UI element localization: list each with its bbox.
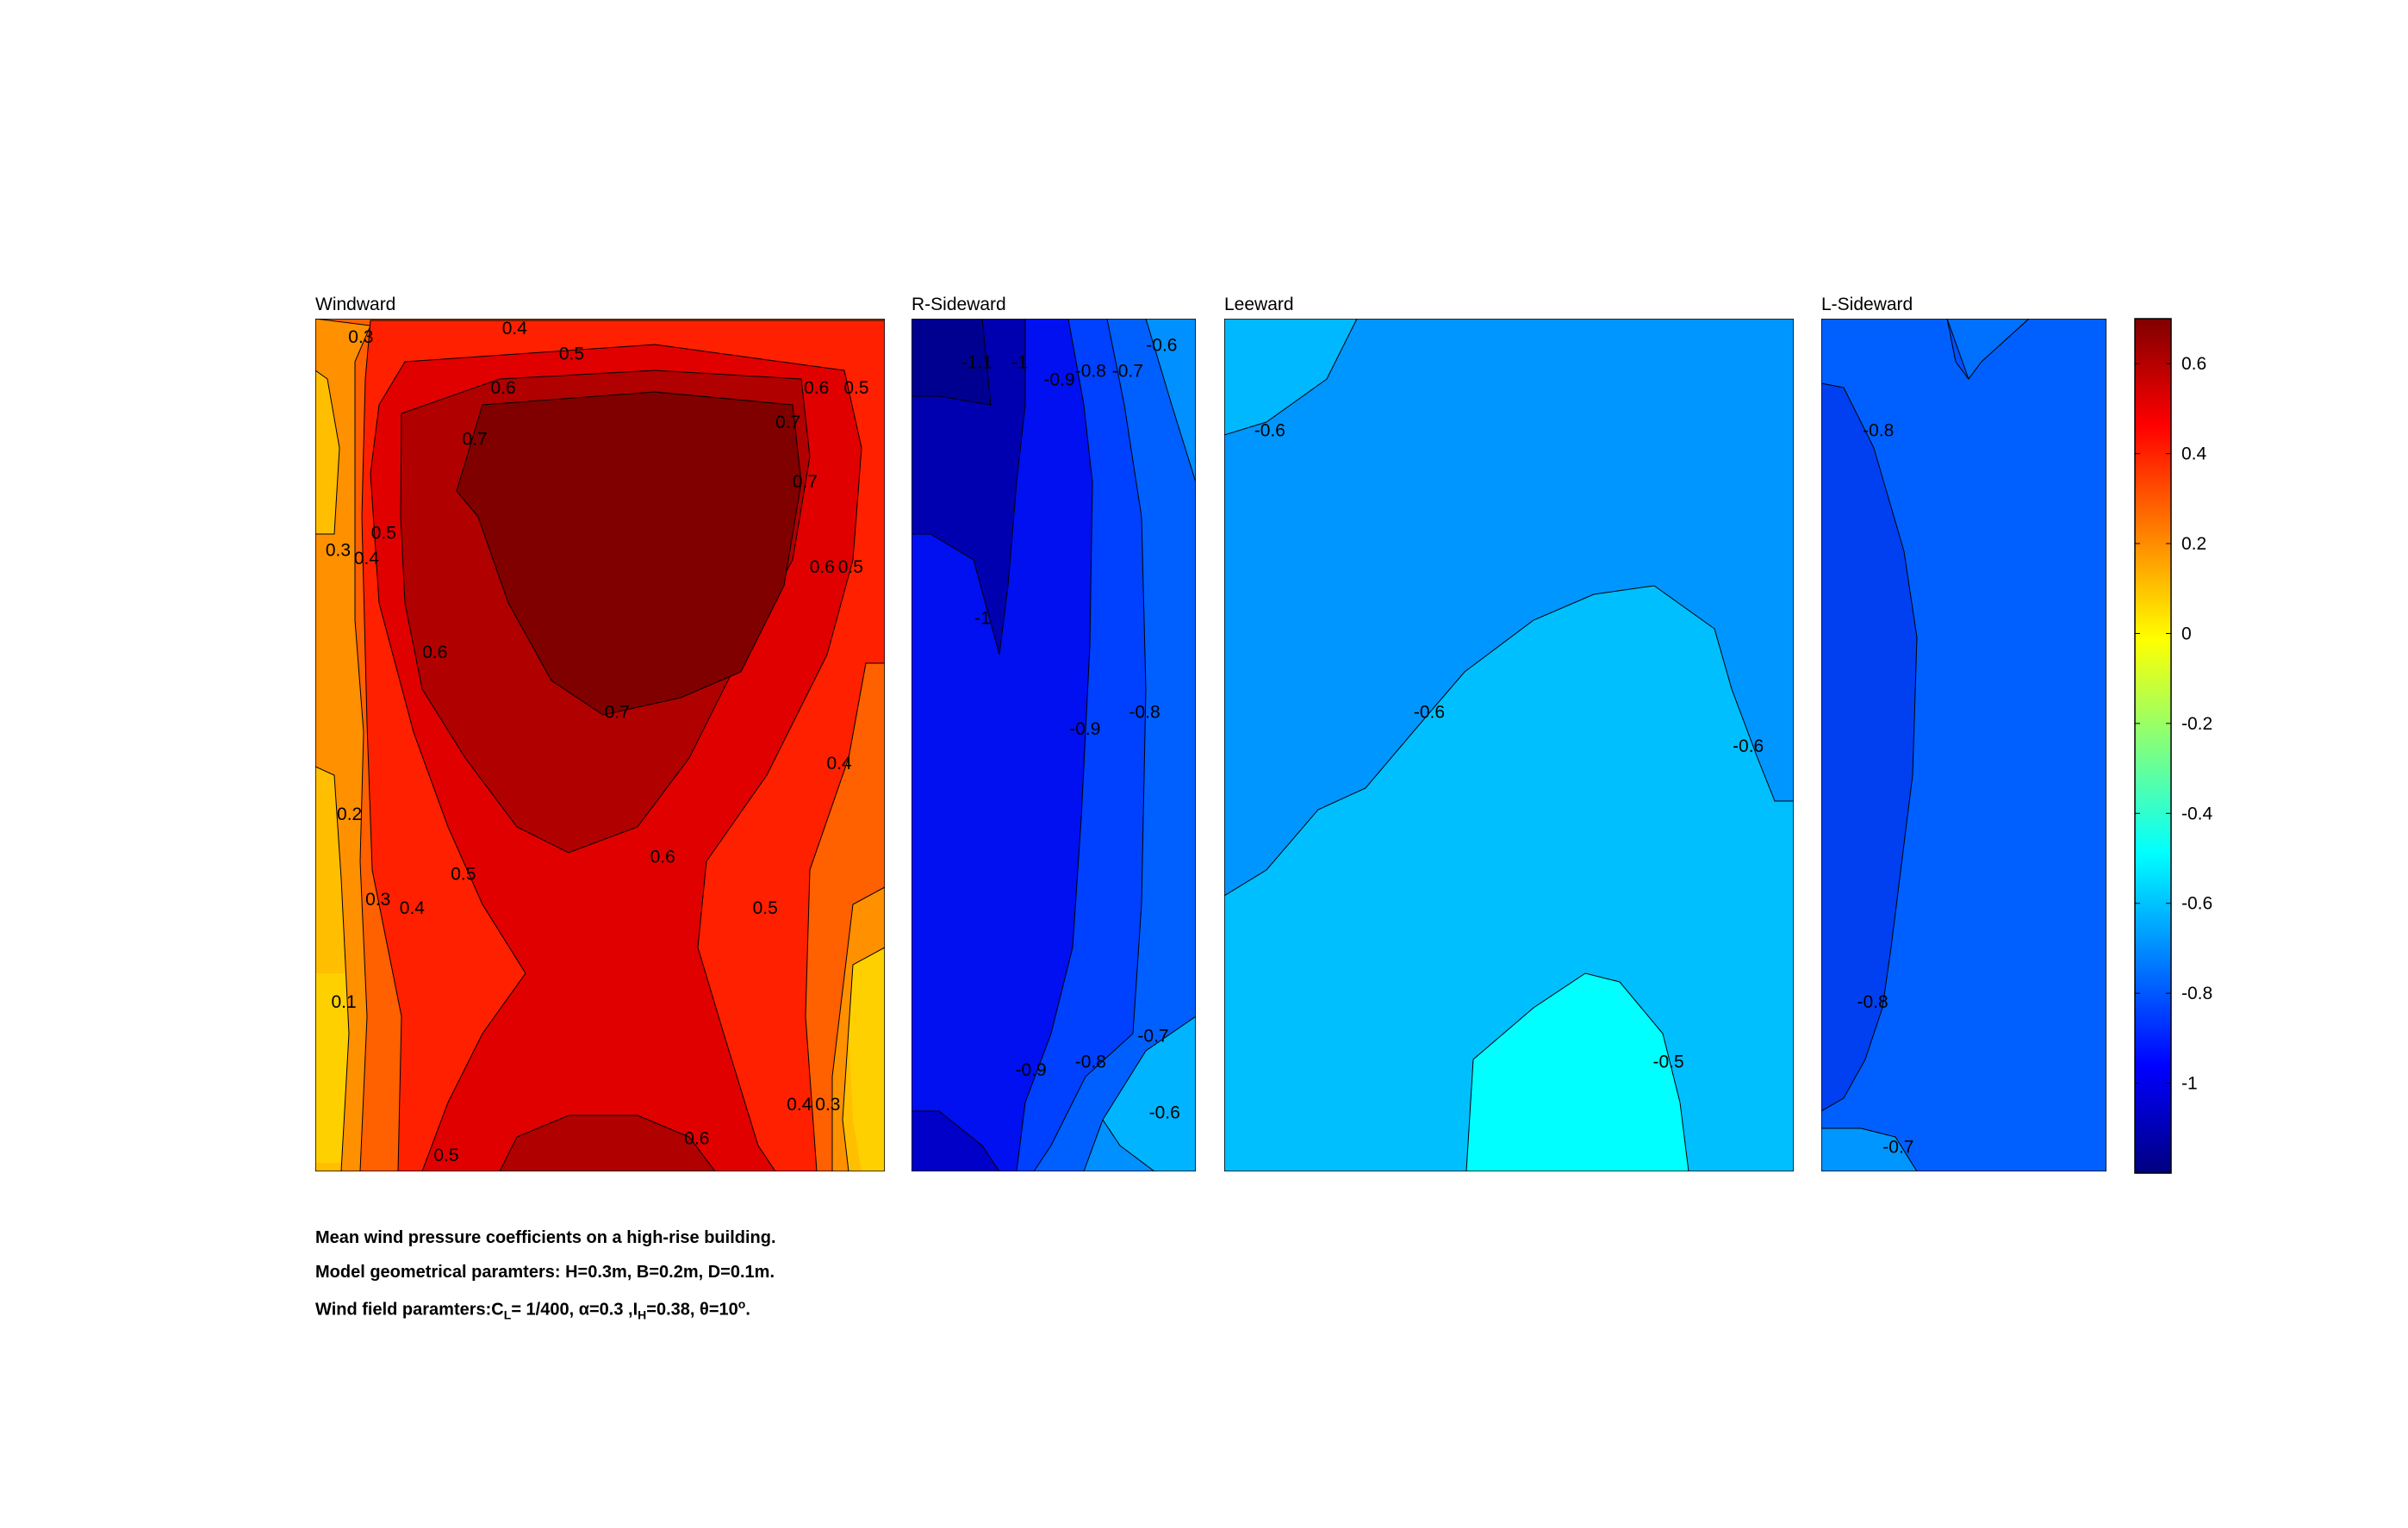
contour-label: 0.5	[838, 557, 863, 577]
contour-label: -1	[974, 609, 991, 629]
contour-label: 0.7	[775, 413, 800, 432]
colorbar-tick-label: -0.2	[2181, 714, 2212, 734]
contour-label: 0.1	[331, 992, 356, 1012]
colorbar-tick-label: 0.6	[2181, 354, 2206, 374]
contour-label: 0.5	[559, 345, 584, 364]
contour-label: 0.6	[650, 848, 675, 867]
contour-label: 0.5	[371, 524, 396, 543]
contour-label: -0.8	[1129, 702, 1160, 722]
caption-line-1: Mean wind pressure coefficients on a hig…	[315, 1228, 776, 1247]
leeward-contour-labels: -0.6 -0.6 -0.6 -0.5	[1254, 421, 1764, 1072]
contour-label: 0.4	[354, 549, 380, 568]
contour-label: 0.4	[502, 319, 528, 339]
contour-label: -1	[1011, 353, 1028, 373]
colorbar-tick-label: -0.4	[2181, 804, 2213, 823]
r-sideward-contour-labels: -1.1 -1-0.9 -0.8 -0.7-0.6-1-0.9-0.8-0.7-0.9…	[961, 336, 1180, 1123]
caption-line-3-part-b: = 1/400, α=0.3 ,I	[511, 1300, 638, 1320]
caption-line-2: Model geometrical paramters: H=0.3m, B=0…	[315, 1263, 775, 1282]
colorbar-tick-label: -0.8	[2181, 984, 2212, 1003]
contour-label: 0.4	[400, 898, 426, 918]
contour-label: -0.8	[1075, 1052, 1106, 1071]
leeward-plot	[1224, 319, 1794, 1171]
caption-line-3: Wind field paramters:CL= 1/400, α=0.3 ,I…	[315, 1297, 750, 1322]
r-sideward-title: R-Sideward	[912, 295, 1006, 314]
l-sideward-plot	[1821, 319, 2106, 1171]
contour-label: -0.8	[1075, 361, 1106, 381]
contour-label: 0.7	[462, 430, 487, 450]
contour-label: 0.3	[365, 890, 390, 910]
contour-label: 0.6	[491, 378, 516, 398]
contour-label: 0.6	[804, 378, 829, 398]
colorbar-tick-label: -1	[2181, 1074, 2198, 1094]
colorbar-tick-label: -0.6	[2181, 894, 2212, 914]
l-sideward-title: L-Sideward	[1821, 295, 1913, 314]
contour-label: -0.6	[1414, 702, 1445, 722]
contour-label: -0.6	[1149, 1103, 1180, 1123]
contour-label: 0.5	[451, 865, 476, 885]
contour-label: -0.8	[1857, 992, 1888, 1012]
contour-label: -0.6	[1254, 421, 1285, 441]
colorbar-tick-label: 0.4	[2181, 444, 2207, 464]
contour-label: -0.5	[1652, 1052, 1683, 1071]
contour-label: -0.7	[1882, 1137, 1913, 1157]
colorbar	[2134, 318, 2172, 1174]
windward-title: Windward	[315, 295, 395, 314]
caption-line-3-sup-degree: o	[737, 1297, 746, 1311]
contour-label: -0.9	[1044, 370, 1075, 389]
l-sideward-contour-labels: -0.8 -0.8 -0.7	[1857, 421, 1913, 1158]
colorbar-ticks: 0.6 0.4 0.2 0 -0.2 -0.4 -0.6 -0.8 -1	[2135, 354, 2213, 1094]
contour-label: 0.2	[337, 804, 362, 824]
contour-label: 0.3	[326, 540, 351, 560]
contour-label: -0.9	[1069, 719, 1100, 739]
leeward-title: Leeward	[1224, 295, 1294, 314]
contour-label: 0.3	[815, 1095, 840, 1115]
contour-label: -0.8	[1863, 421, 1894, 441]
contour-label: 0.3	[348, 327, 373, 347]
contour-label: 0.5	[433, 1146, 458, 1165]
contour-label: 0.4	[787, 1095, 812, 1115]
contour-label: 0.7	[793, 472, 818, 492]
caption-line-3-sub-l: L	[503, 1307, 512, 1322]
caption-line-3-part-c: =0.38, θ=10	[646, 1300, 738, 1320]
contour-label: -0.7	[1137, 1027, 1168, 1047]
contour-label: 0.6	[422, 643, 447, 662]
caption-line-3-part-a: Wind field paramters:C	[315, 1300, 504, 1320]
contour-label: 0.7	[605, 702, 630, 722]
contour-label: -0.6	[1146, 336, 1177, 356]
contour-label: -0.7	[1112, 361, 1143, 381]
windward-plot	[315, 319, 885, 1171]
windward-contour-labels: 0.3 0.40.50.6 0.6 0.50.70.70.70.50.3 0.4 0.6 0…	[326, 319, 869, 1165]
contour-label: -0.9	[1016, 1060, 1047, 1080]
caption-line-3-part-d: .	[745, 1300, 750, 1320]
colorbar-tick-label: 0.2	[2181, 534, 2206, 554]
contour-label: 0.6	[810, 557, 835, 577]
contour-label: 0.5	[753, 898, 778, 918]
contour-label: 0.5	[843, 378, 868, 398]
contour-label: 0.4	[827, 754, 853, 773]
colorbar-tick-label: 0	[2181, 624, 2192, 643]
contour-label: -0.6	[1733, 736, 1764, 756]
caption-line-3-sub-h: H	[638, 1307, 647, 1322]
contour-label: -1.1	[961, 353, 992, 373]
r-sideward-plot	[912, 319, 1196, 1171]
contour-label: 0.6	[684, 1128, 709, 1148]
